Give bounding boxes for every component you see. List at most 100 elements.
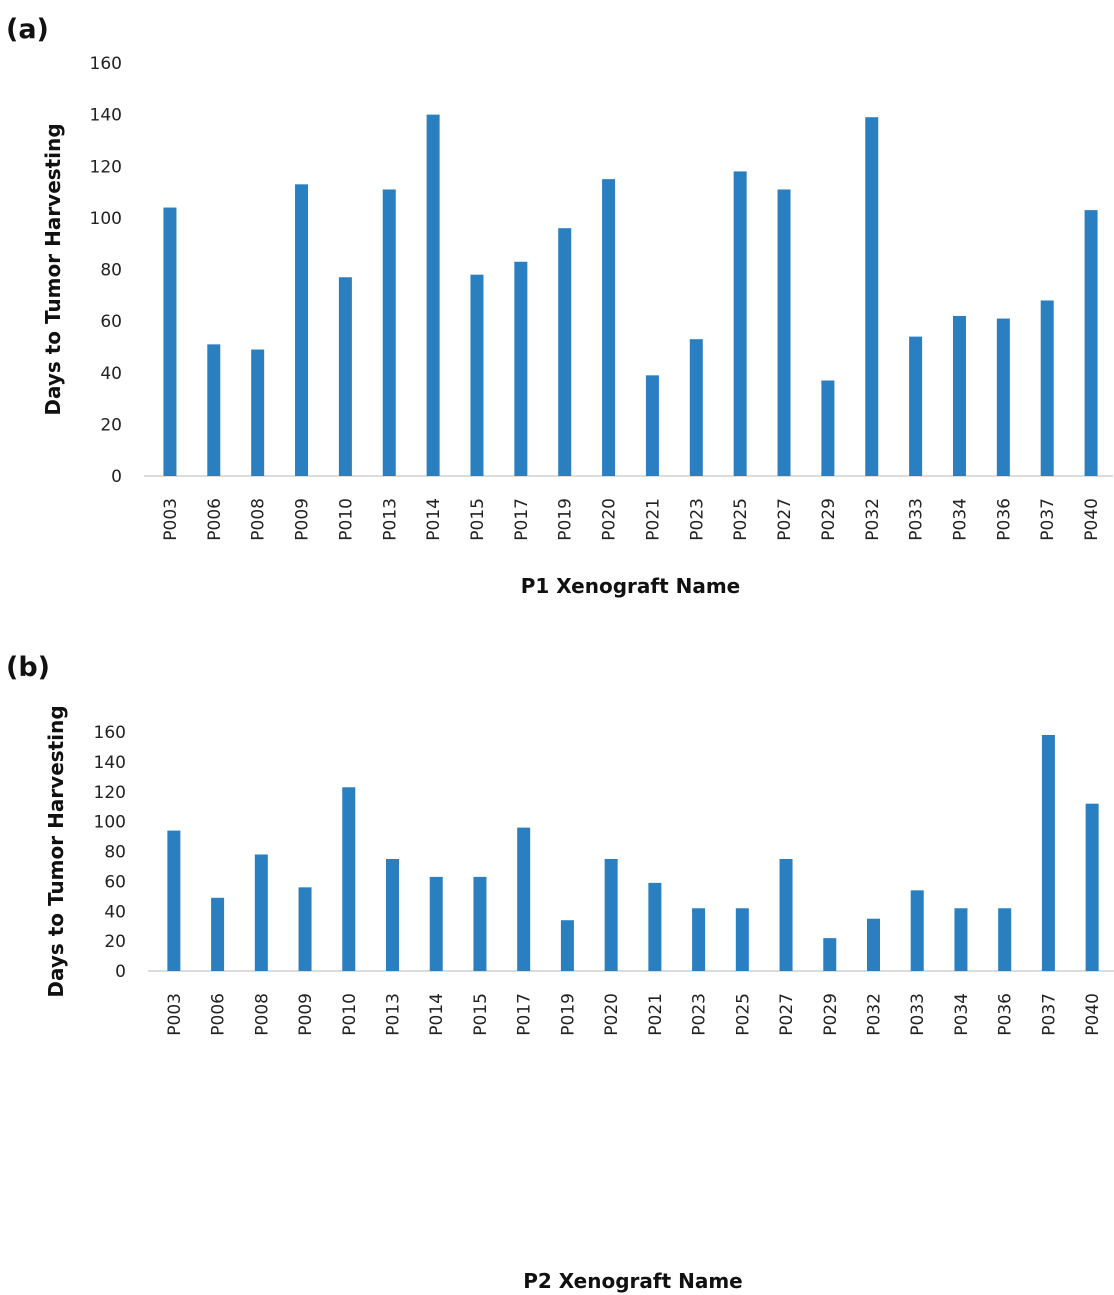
bar-p017 — [517, 827, 531, 971]
x-tick-label: P027 — [775, 498, 795, 541]
y-tick-label: 60 — [100, 312, 122, 332]
bar-p014 — [426, 114, 440, 476]
y-tick-label: 160 — [90, 54, 122, 74]
x-tick-label: P037 — [1039, 993, 1059, 1036]
bar-p009 — [298, 887, 312, 971]
x-axis-title: P1 Xenograft Name — [521, 574, 741, 598]
x-tick-label: P034 — [952, 993, 972, 1036]
bar-chart-a: 0 20 40 60 80 100 120 140 160 P003 P006 P008 P009 P01… — [41, 54, 1113, 598]
x-tick-label: P019 — [558, 993, 578, 1036]
bar-p013 — [382, 189, 396, 476]
x-tick-label: P013 — [384, 993, 404, 1036]
panel-label: (b) — [6, 652, 51, 683]
x-tick-label: P013 — [380, 498, 400, 541]
chart-panel-b: (b) 0 20 40 60 80 100 120 140 160 P003 P006 P008 P00… — [0, 640, 1114, 1295]
bar-p036 — [998, 908, 1012, 971]
x-tick-label: P006 — [205, 498, 225, 541]
x-tick-label: P003 — [161, 498, 181, 541]
bar-p008 — [251, 349, 265, 476]
bar-p037 — [1040, 300, 1054, 476]
bar-p037 — [1041, 734, 1055, 971]
bar-p020 — [604, 858, 618, 971]
x-tick-label: P014 — [427, 993, 447, 1036]
x-tick-label: P034 — [950, 498, 970, 541]
x-tick-label: P015 — [468, 498, 488, 541]
x-tick-label: P017 — [512, 498, 532, 541]
x-tick-label: P040 — [1082, 498, 1102, 541]
x-tick-label: P032 — [863, 498, 883, 541]
bar-p033 — [909, 336, 923, 476]
x-tick-label: P008 — [249, 498, 269, 541]
bar-p027 — [779, 858, 793, 971]
x-tick-label: P032 — [865, 993, 885, 1036]
bar-p032 — [865, 117, 879, 477]
bar-p019 — [558, 228, 572, 476]
x-tick-label: P009 — [296, 993, 316, 1036]
bar-p020 — [602, 179, 616, 476]
y-tick-label: 80 — [100, 261, 122, 281]
x-tick-label: P019 — [556, 498, 576, 541]
x-tick-label: P023 — [687, 498, 707, 541]
x-tick-label: P003 — [165, 993, 185, 1036]
y-tick-label: 100 — [90, 209, 122, 229]
bar-p008 — [254, 854, 268, 971]
y-tick-label: 140 — [90, 106, 122, 126]
x-tick-label: P017 — [515, 993, 535, 1036]
bar-chart-b: 0 20 40 60 80 100 120 140 160 P003 P006 P008 P009 P01… — [44, 705, 1114, 1293]
bar-p033 — [910, 890, 924, 971]
y-tick-label: 40 — [100, 364, 122, 384]
bar-p023 — [689, 339, 703, 476]
x-tick-label: P023 — [690, 993, 710, 1036]
y-axis-title: Days to Tumor Harvesting — [44, 705, 68, 997]
bar-p032 — [867, 918, 880, 971]
x-tick-label: P006 — [209, 993, 229, 1036]
bar-p019 — [560, 920, 574, 971]
x-axis-title: P2 Xenograft Name — [523, 1269, 743, 1293]
bar-p003 — [163, 207, 177, 477]
bar-p010 — [342, 787, 356, 971]
y-tick-label: 120 — [94, 783, 126, 803]
bar-p015 — [470, 274, 484, 476]
bar-p029 — [823, 938, 837, 971]
x-tick-label: P010 — [336, 498, 356, 541]
x-tick-label: P033 — [908, 993, 928, 1036]
y-tick-label: 140 — [94, 753, 126, 773]
bar-p025 — [735, 908, 749, 971]
chart-panel-a: (a) 0 20 40 60 80 100 120 140 160 P003 P006 P008 P00… — [0, 0, 1114, 640]
bar-p021 — [648, 882, 662, 971]
panel-label: (a) — [6, 14, 49, 45]
bar-p029 — [821, 380, 835, 476]
bar-p036 — [996, 318, 1010, 476]
bar-p040 — [1084, 210, 1098, 476]
y-tick-label: 120 — [90, 157, 122, 177]
x-tick-label: P020 — [600, 498, 620, 541]
bar-p017 — [514, 261, 528, 476]
x-tick-label: P021 — [646, 993, 666, 1036]
x-tick-label: P036 — [996, 993, 1016, 1036]
y-tick-label: 160 — [94, 723, 126, 743]
x-tick-label: P036 — [994, 498, 1014, 541]
y-tick-label: 80 — [104, 843, 126, 863]
x-tick-label: P021 — [643, 498, 663, 541]
y-tick-label: 20 — [100, 415, 122, 435]
x-tick-label: P037 — [1038, 498, 1058, 541]
x-tick-label: P025 — [733, 993, 753, 1036]
bar-p006 — [207, 344, 221, 476]
bar-p027 — [777, 189, 791, 476]
x-tick-label: P015 — [471, 993, 491, 1036]
y-tick-label: 0 — [115, 962, 126, 982]
y-axis-title: Days to Tumor Harvesting — [41, 123, 65, 415]
bar-p025 — [733, 171, 747, 476]
bar-p015 — [473, 876, 487, 971]
y-tick-label: 100 — [94, 813, 126, 833]
bar-p013 — [386, 858, 399, 971]
y-tick-label: 0 — [111, 467, 122, 487]
bar-p034 — [952, 315, 966, 476]
bar-p006 — [211, 897, 225, 971]
bar-p040 — [1085, 803, 1099, 971]
bar-p014 — [429, 876, 443, 971]
x-tick-label: P025 — [731, 498, 751, 541]
x-tick-label: P029 — [819, 498, 839, 541]
x-tick-label: P027 — [777, 993, 797, 1036]
bar-p021 — [645, 375, 659, 476]
